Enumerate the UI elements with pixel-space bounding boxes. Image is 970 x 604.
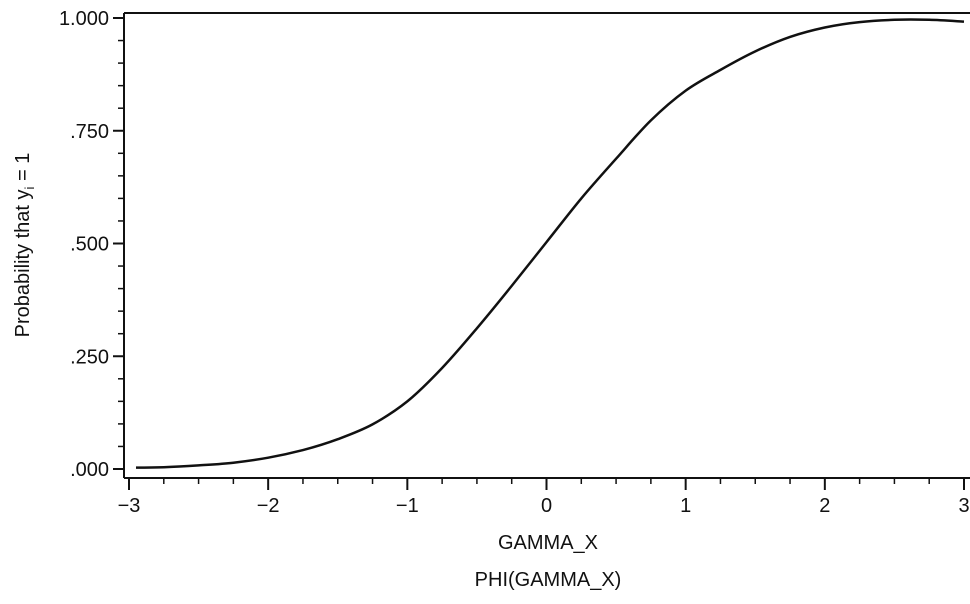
x-tick-label: 2 [819,495,830,517]
y-tick-label: .750 [70,121,109,143]
y-tick-label: .000 [70,459,109,481]
y-tick-label: .500 [70,234,109,256]
x-axis-title: GAMMA_X [498,532,598,554]
y-axis-title-main: Probability that y [12,189,34,337]
x-tick-label: −1 [396,495,419,517]
ticks-layer: −3 −2 −1 0 1 2 3 .000 .250 .500 .750 1.000 [59,8,970,517]
labels-layer: GAMMA_X PHI(GAMMA_X) Probability that yi… [12,153,621,591]
series-layer [136,20,964,468]
x-tick-label: 1 [680,495,691,517]
x-tick-label: 0 [541,495,552,517]
axes-layer [124,13,970,478]
x-tick-label: −3 [118,495,141,517]
chart-caption: PHI(GAMMA_X) [475,569,622,591]
y-tick-label: 1.000 [59,8,109,30]
x-tick-label: 3 [958,495,969,517]
y-tick-label: .250 [70,346,109,368]
y-axis-title: Probability that yi = 1 [12,153,37,338]
series-line [136,20,964,468]
y-axis-title-suffix: = 1 [12,153,34,187]
x-tick-label: −2 [257,495,280,517]
